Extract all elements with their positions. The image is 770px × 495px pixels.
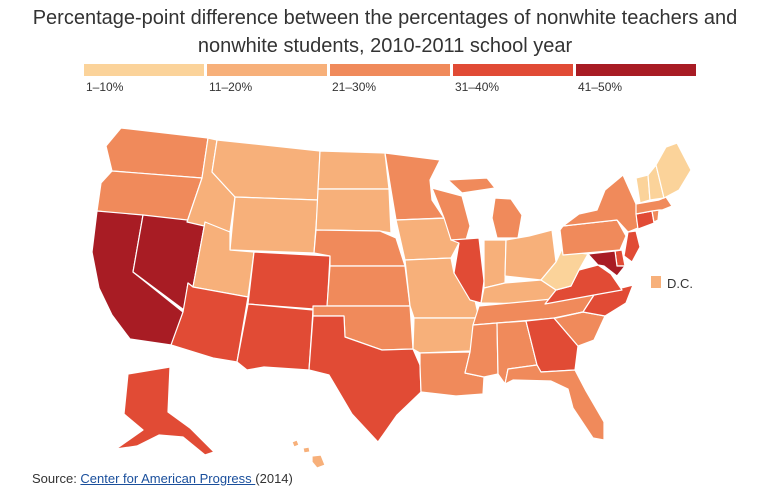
state-me[interactable]	[655, 142, 692, 199]
legend-label-3: 21–30%	[332, 80, 377, 94]
state-wa[interactable]	[105, 127, 209, 179]
state-ma[interactable]	[635, 196, 673, 215]
state-il[interactable]	[450, 237, 485, 304]
state-ks[interactable]	[326, 265, 411, 307]
state-co[interactable]	[247, 251, 331, 311]
title-line-2: nonwhite students, 2010-2011 school year	[197, 35, 573, 57]
legend-item-3: 21–30%	[330, 64, 450, 104]
state-md[interactable]	[587, 250, 626, 277]
state-fl[interactable]	[504, 364, 605, 441]
state-nm[interactable]	[236, 303, 314, 371]
source-link[interactable]: Center for American Progress	[80, 471, 256, 486]
state-nj[interactable]	[623, 230, 641, 263]
state-sd[interactable]	[315, 188, 392, 234]
state-ia[interactable]	[395, 217, 460, 261]
legend-label-4: 31–40%	[455, 80, 500, 94]
state-hi[interactable]	[291, 439, 326, 469]
state-mo[interactable]	[404, 257, 480, 319]
legend-item-5: 41–50%	[576, 64, 696, 104]
state-az[interactable]	[170, 282, 249, 363]
state-ar[interactable]	[412, 317, 480, 354]
state-mn[interactable]	[384, 152, 445, 221]
legend-swatch-5	[576, 64, 696, 76]
legend-label-1: 1–10%	[86, 80, 124, 94]
legend-swatch-4	[453, 64, 573, 76]
legend-item-1: 1–10%	[84, 64, 204, 104]
state-wy[interactable]	[229, 196, 319, 254]
state-ak[interactable]	[115, 366, 215, 456]
dc-swatch[interactable]	[651, 276, 661, 288]
legend-swatch-1	[84, 64, 204, 76]
source-suffix: (2014)	[255, 471, 293, 486]
legend-item-4: 31–40%	[453, 64, 573, 104]
state-in[interactable]	[483, 239, 507, 289]
legend-swatch-2	[207, 64, 327, 76]
source-note: Source: Center for American Progress (20…	[32, 471, 293, 486]
legend-item-2: 11–20%	[207, 64, 327, 104]
legend: 1–10% 11–20% 21–30% 31–40% 41–50%	[84, 64, 698, 104]
legend-label-2: 11–20%	[209, 80, 253, 94]
dc-label: D.C.	[667, 276, 693, 291]
state-nd[interactable]	[317, 150, 390, 190]
legend-swatch-3	[330, 64, 450, 76]
source-prefix: Source:	[32, 471, 81, 486]
chart-title: Percentage-point difference between the …	[0, 4, 770, 60]
legend-label-5: 41–50%	[578, 80, 623, 94]
title-line-1: Percentage-point difference between the …	[32, 7, 738, 29]
state-nc[interactable]	[555, 284, 634, 319]
